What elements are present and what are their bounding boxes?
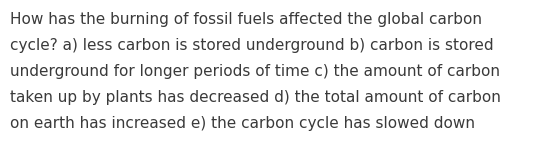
Text: underground for longer periods of time c) the amount of carbon: underground for longer periods of time c…	[10, 64, 500, 79]
Text: How has the burning of fossil fuels affected the global carbon: How has the burning of fossil fuels affe…	[10, 12, 482, 27]
Text: on earth has increased e) the carbon cycle has slowed down: on earth has increased e) the carbon cyc…	[10, 116, 475, 131]
Text: taken up by plants has decreased d) the total amount of carbon: taken up by plants has decreased d) the …	[10, 90, 501, 105]
Text: cycle? a) less carbon is stored underground b) carbon is stored: cycle? a) less carbon is stored undergro…	[10, 38, 494, 53]
